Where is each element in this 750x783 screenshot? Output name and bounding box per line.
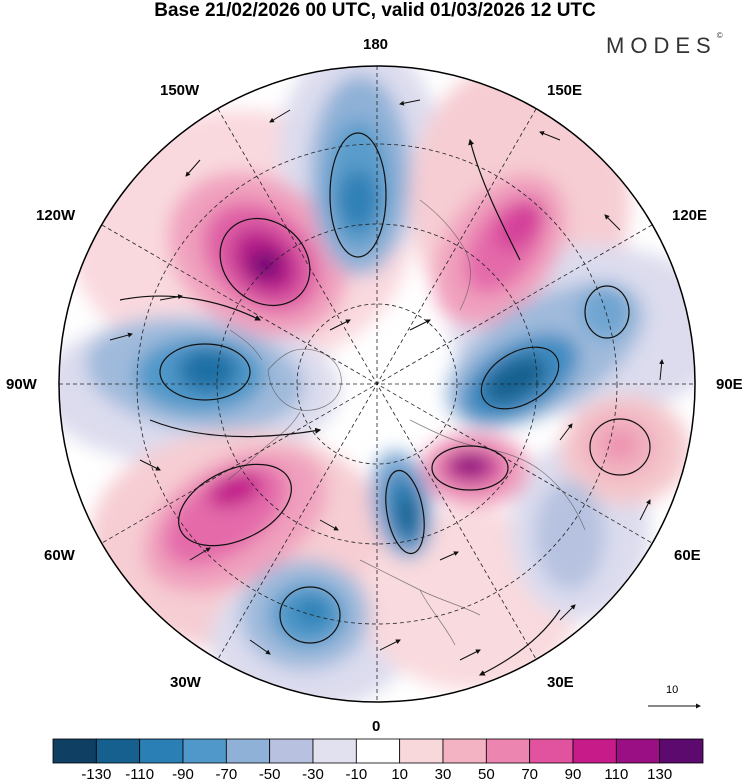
colorbar-tick-label: -90 xyxy=(172,766,194,783)
reference-vector-label: 10 xyxy=(666,684,679,696)
colorbar-tick-label: 130 xyxy=(647,766,673,783)
colorbar-swatch xyxy=(355,738,401,764)
lon-label-30e: 30E xyxy=(547,674,574,691)
colorbar-tick-label: 10 xyxy=(391,766,408,783)
colorbar-swatch xyxy=(485,738,531,764)
map-boundary xyxy=(58,65,696,703)
colorbar-swatch xyxy=(269,738,314,764)
lon-label-90e: 90E xyxy=(716,376,743,393)
colorbar-swatch xyxy=(529,738,574,764)
colorbar-swatch xyxy=(442,738,487,764)
colorbar-tick-label: -50 xyxy=(258,766,281,783)
anomaly-field xyxy=(59,66,695,702)
lon-label-180: 180 xyxy=(363,36,389,53)
colorbar-swatch xyxy=(182,738,227,764)
colorbar-swatch xyxy=(399,738,444,764)
streamlines xyxy=(119,132,651,676)
lon-label-30w: 30W xyxy=(170,674,201,691)
lon-label-60e: 60E xyxy=(674,547,701,564)
lon-label-120w: 120W xyxy=(36,207,76,224)
colorbar-tick-label: -110 xyxy=(125,766,155,783)
lon-label-90w: 90W xyxy=(6,376,37,393)
lon-label-0: 0 xyxy=(372,718,381,735)
colorbar-swatch xyxy=(139,738,184,764)
colorbar-tick-label: -10 xyxy=(345,766,368,783)
colorbar-swatch xyxy=(95,738,141,764)
lon-label-150e: 150E xyxy=(547,82,583,99)
lon-label-120e: 120E xyxy=(672,207,708,224)
colorbar-tick-label: 110 xyxy=(604,766,629,783)
map-title: Base 21/02/2026 00 UTC, valid 01/03/2026… xyxy=(154,0,596,21)
lon-label-60w: 60W xyxy=(44,547,75,564)
colorbar-swatch xyxy=(225,738,271,764)
modes-brand-logo: MODES© xyxy=(606,31,723,58)
colorbar xyxy=(52,738,704,764)
colorbar-tick-label: 50 xyxy=(477,766,495,783)
colorbar-swatch xyxy=(659,738,704,764)
colorbar-swatch xyxy=(312,738,357,764)
lon-label-150w: 150W xyxy=(160,82,200,99)
colorbar-tick-label: -130 xyxy=(81,766,112,783)
colorbar-tick-label: -70 xyxy=(215,766,238,783)
colorbar-tick-label: -30 xyxy=(302,766,324,783)
colorbar-tick-label: 90 xyxy=(564,766,582,783)
coastlines xyxy=(227,199,586,646)
polar-map xyxy=(58,65,701,709)
colorbar-swatch xyxy=(52,738,97,764)
colorbar-swatch xyxy=(572,738,617,764)
colorbar-tick-label: 30 xyxy=(434,766,452,783)
colorbar-tick-label: 70 xyxy=(521,766,538,783)
graticule xyxy=(59,66,695,702)
wind-vectors xyxy=(109,99,665,661)
colorbar-swatch xyxy=(615,738,661,764)
